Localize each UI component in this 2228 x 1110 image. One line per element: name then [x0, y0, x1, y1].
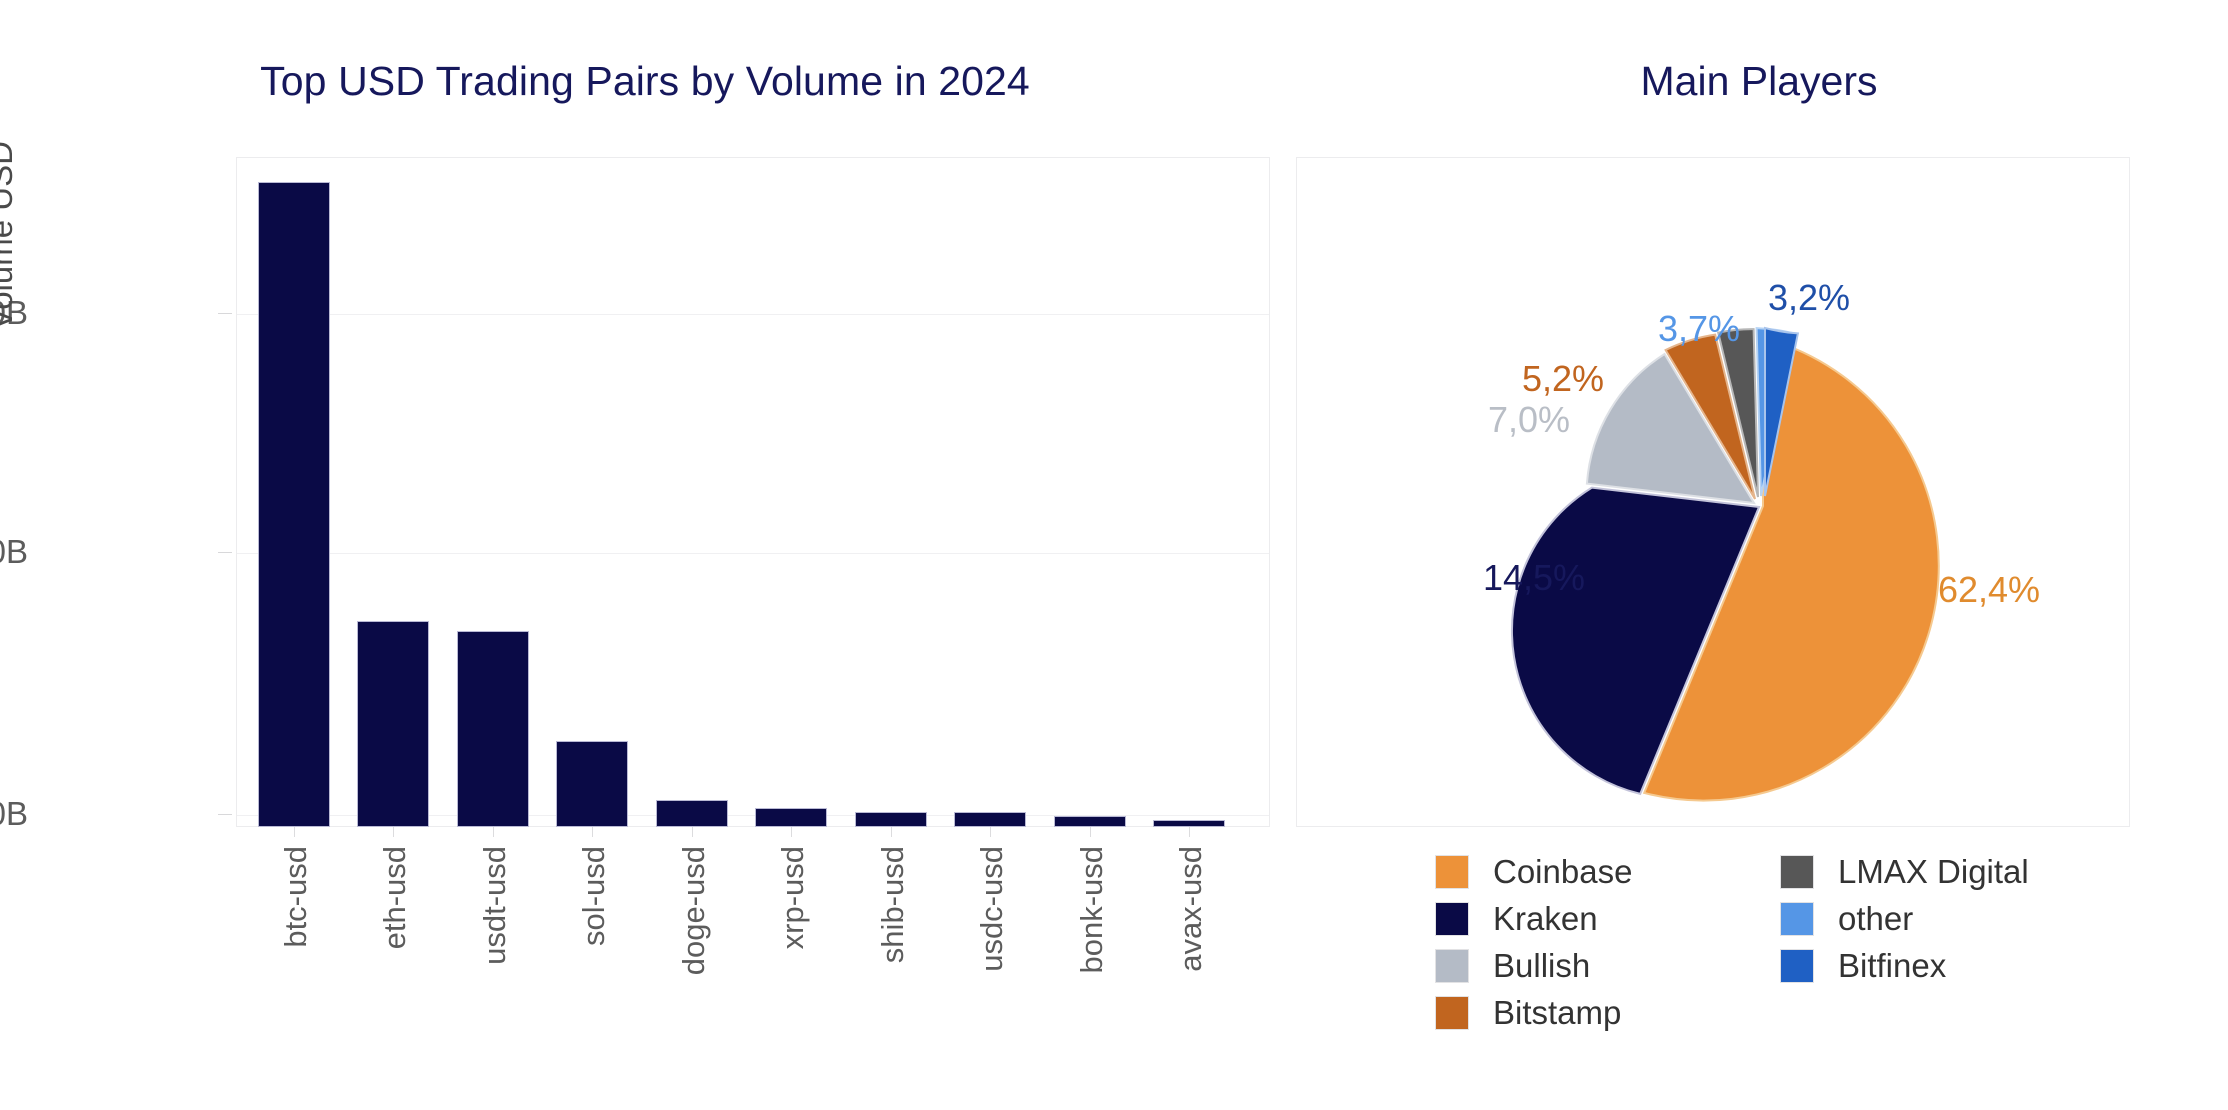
y-tick-label-400b: 400B: [0, 294, 28, 331]
legend-item-coinbase[interactable]: Coinbase: [1435, 848, 1632, 895]
y-tick-mark-200b: [218, 552, 232, 553]
legend-label-bitstamp: Bitstamp: [1493, 993, 1622, 1031]
y-tick-label-200b: 200B: [0, 533, 28, 570]
bar-btc-usd[interactable]: [258, 182, 330, 827]
pie-slice-bullish[interactable]: [1585, 352, 1756, 505]
legend-label-bitfinex: Bitfinex: [1838, 946, 1947, 984]
legend-column-left: Coinbase Kraken Bullish Bitstamp: [1435, 848, 1632, 1036]
legend-label-other: other: [1838, 899, 1914, 937]
pie-pct-bullish: 7,0%: [1487, 399, 1571, 440]
x-tick-mark-btc-usd: [294, 827, 295, 837]
legend-swatch-bitfinex-icon: [1780, 948, 1814, 983]
legend-item-bitstamp[interactable]: Bitstamp: [1435, 989, 1632, 1036]
bar-bonk-usd[interactable]: [1054, 816, 1126, 827]
pie-pct-bitfinex: 3,2%: [1767, 277, 1851, 318]
pie-legend: Coinbase Kraken Bullish Bitstamp: [1290, 848, 2228, 1088]
legend-swatch-kraken-icon: [1435, 901, 1469, 936]
legend-label-coinbase: Coinbase: [1493, 852, 1633, 890]
gridline-0b: [237, 815, 1269, 816]
pie-slice-kraken[interactable]: [1510, 486, 1761, 796]
x-tick-label-usdc-usd: usdc-usd: [974, 846, 1009, 972]
bar-eth-usd[interactable]: [357, 621, 429, 827]
gridline-200b: [237, 553, 1269, 554]
bar-series: [236, 157, 1270, 827]
x-tick-mark-bonk-usd: [1090, 827, 1091, 837]
y-axis-title: Volume USD: [0, 141, 19, 330]
legend-label-lmax-digital: LMAX Digital: [1838, 852, 2029, 890]
y-tick-label-0b: 0B: [0, 795, 28, 832]
legend-label-kraken: Kraken: [1493, 899, 1598, 937]
pie-slice-coinbase[interactable]: [1642, 336, 1940, 802]
x-tick-mark-shib-usd: [891, 827, 892, 837]
bar-xrp-usd[interactable]: [755, 808, 827, 827]
x-tick-mark-eth-usd: [393, 827, 394, 837]
x-tick-label-eth-usd: eth-usd: [377, 846, 412, 950]
pie-chart-panel: Main Players 62,4% 14,5% 7: [1290, 0, 2228, 1110]
legend-item-bullish[interactable]: Bullish: [1435, 942, 1632, 989]
bar-shib-usd[interactable]: [855, 812, 927, 827]
x-tick-label-sol-usd: sol-usd: [576, 846, 611, 946]
x-tick-mark-usdt-usd: [493, 827, 494, 837]
gridline-400b: [237, 314, 1269, 315]
x-tick-label-shib-usd: shib-usd: [875, 846, 910, 964]
legend-item-other[interactable]: other: [1780, 895, 2029, 942]
x-tick-label-btc-usd: btc-usd: [278, 846, 313, 948]
bar-usdt-usd[interactable]: [457, 631, 529, 827]
legend-item-bitfinex[interactable]: Bitfinex: [1780, 942, 2029, 989]
x-tick-mark-avax-usd: [1189, 827, 1190, 837]
legend-swatch-bullish-icon: [1435, 948, 1469, 983]
x-tick-label-xrp-usd: xrp-usd: [775, 846, 810, 950]
y-tick-mark-400b: [218, 313, 232, 314]
x-tick-mark-xrp-usd: [791, 827, 792, 837]
pie-slice-bitfinex[interactable]: [1764, 326, 1800, 497]
x-tick-label-avax-usd: avax-usd: [1173, 846, 1208, 972]
bar-avax-usd[interactable]: [1153, 820, 1225, 827]
pie-svg: [1510, 326, 1940, 802]
legend-label-bullish: Bullish: [1493, 946, 1591, 984]
pie-pct-kraken: 14,5%: [1482, 557, 1586, 598]
bar-chart-title: Top USD Trading Pairs by Volume in 2024: [260, 58, 1030, 104]
pie-pct-bitstamp: 5,2%: [1521, 358, 1605, 399]
pie-slice-bitstamp[interactable]: [1664, 333, 1756, 500]
legend-swatch-lmax-digital-icon: [1780, 854, 1814, 889]
bar-usdc-usd[interactable]: [954, 812, 1026, 827]
legend-column-right: LMAX Digital other Bitfinex: [1780, 848, 2029, 989]
pie-plot-area: 62,4% 14,5% 7,0% 5,2% 3,7% 3,2%: [1296, 157, 2130, 827]
bar-chart-panel: Top USD Trading Pairs by Volume in 2024 …: [0, 58, 1270, 976]
x-tick-label-bonk-usd: bonk-usd: [1074, 846, 1109, 974]
legend-item-kraken[interactable]: Kraken: [1435, 895, 1632, 942]
pie-pct-other: 3,7%: [1657, 308, 1741, 349]
bar-sol-usd[interactable]: [556, 741, 628, 827]
pie-chart-title: Main Players: [1640, 58, 1878, 104]
pie-slice-lmax-digital[interactable]: [1716, 328, 1759, 498]
x-tick-label-usdt-usd: usdt-usd: [477, 846, 512, 965]
legend-swatch-other-icon: [1780, 901, 1814, 936]
x-tick-mark-doge-usd: [692, 827, 693, 837]
x-tick-mark-sol-usd: [592, 827, 593, 837]
x-tick-label-doge-usd: doge-usd: [676, 846, 711, 976]
legend-swatch-bitstamp-icon: [1435, 995, 1469, 1030]
bar-doge-usd[interactable]: [656, 800, 728, 827]
x-tick-mark-usdc-usd: [990, 827, 991, 837]
pie-pct-coinbase: 62,4%: [1937, 569, 2041, 610]
legend-swatch-coinbase-icon: [1435, 854, 1469, 889]
y-tick-mark-0b: [218, 814, 232, 815]
legend-item-lmax-digital[interactable]: LMAX Digital: [1780, 848, 2029, 895]
